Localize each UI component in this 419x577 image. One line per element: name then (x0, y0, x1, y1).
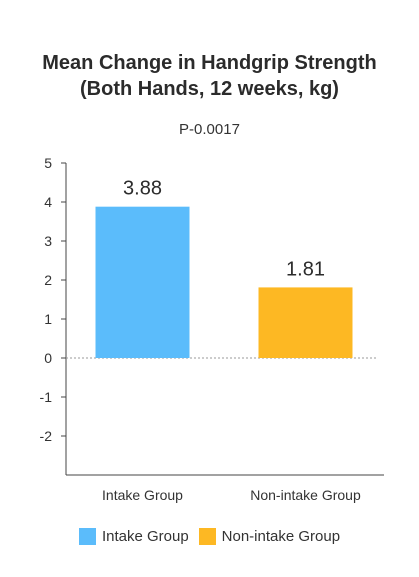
legend-item-intake-group: Intake Group (78, 528, 189, 545)
y-tick-label: 2 (44, 272, 52, 288)
x-category-label: Intake Group (102, 487, 183, 503)
y-tick-label: 1 (44, 311, 52, 327)
legend-label-intake-group: Intake Group (101, 528, 189, 545)
legend-item-non-intake-group: Non-intake Group (198, 528, 341, 545)
y-tick-label: -1 (40, 389, 53, 405)
y-tick-label: 3 (44, 233, 52, 249)
legend-swatch-non-intake-group (198, 528, 216, 545)
bar-value-label: 1.81 (286, 258, 325, 280)
p-value-label: P-0.0017 (179, 121, 240, 138)
bar-non-intake-group (258, 287, 353, 358)
legend-label-non-intake-group: Non-intake Group (221, 528, 341, 545)
legend-swatch-intake-group (78, 528, 96, 545)
chart-title-line-2: (Both Hands, 12 weeks, kg) (80, 78, 339, 100)
y-tick-label: 5 (44, 155, 52, 171)
y-tick-label: 0 (44, 350, 52, 366)
bar-chart: 5 4 3 2 1 0 -1 -2 3.88 Intake Group 1.81 Non-intake… (40, 155, 384, 503)
x-category-label: Non-intake Group (250, 487, 361, 503)
y-tick-label: 4 (44, 194, 52, 210)
bar-value-label: 3.88 (123, 178, 162, 200)
bar-intake-group (95, 206, 190, 358)
chart-title: Mean Change in Handgrip Strength (Both H… (0, 50, 419, 102)
chart-title-line-1: Mean Change in Handgrip Strength (42, 52, 377, 74)
y-tick-label: -2 (40, 428, 53, 444)
chart-legend: Intake Group Non-intake Group (0, 528, 419, 545)
